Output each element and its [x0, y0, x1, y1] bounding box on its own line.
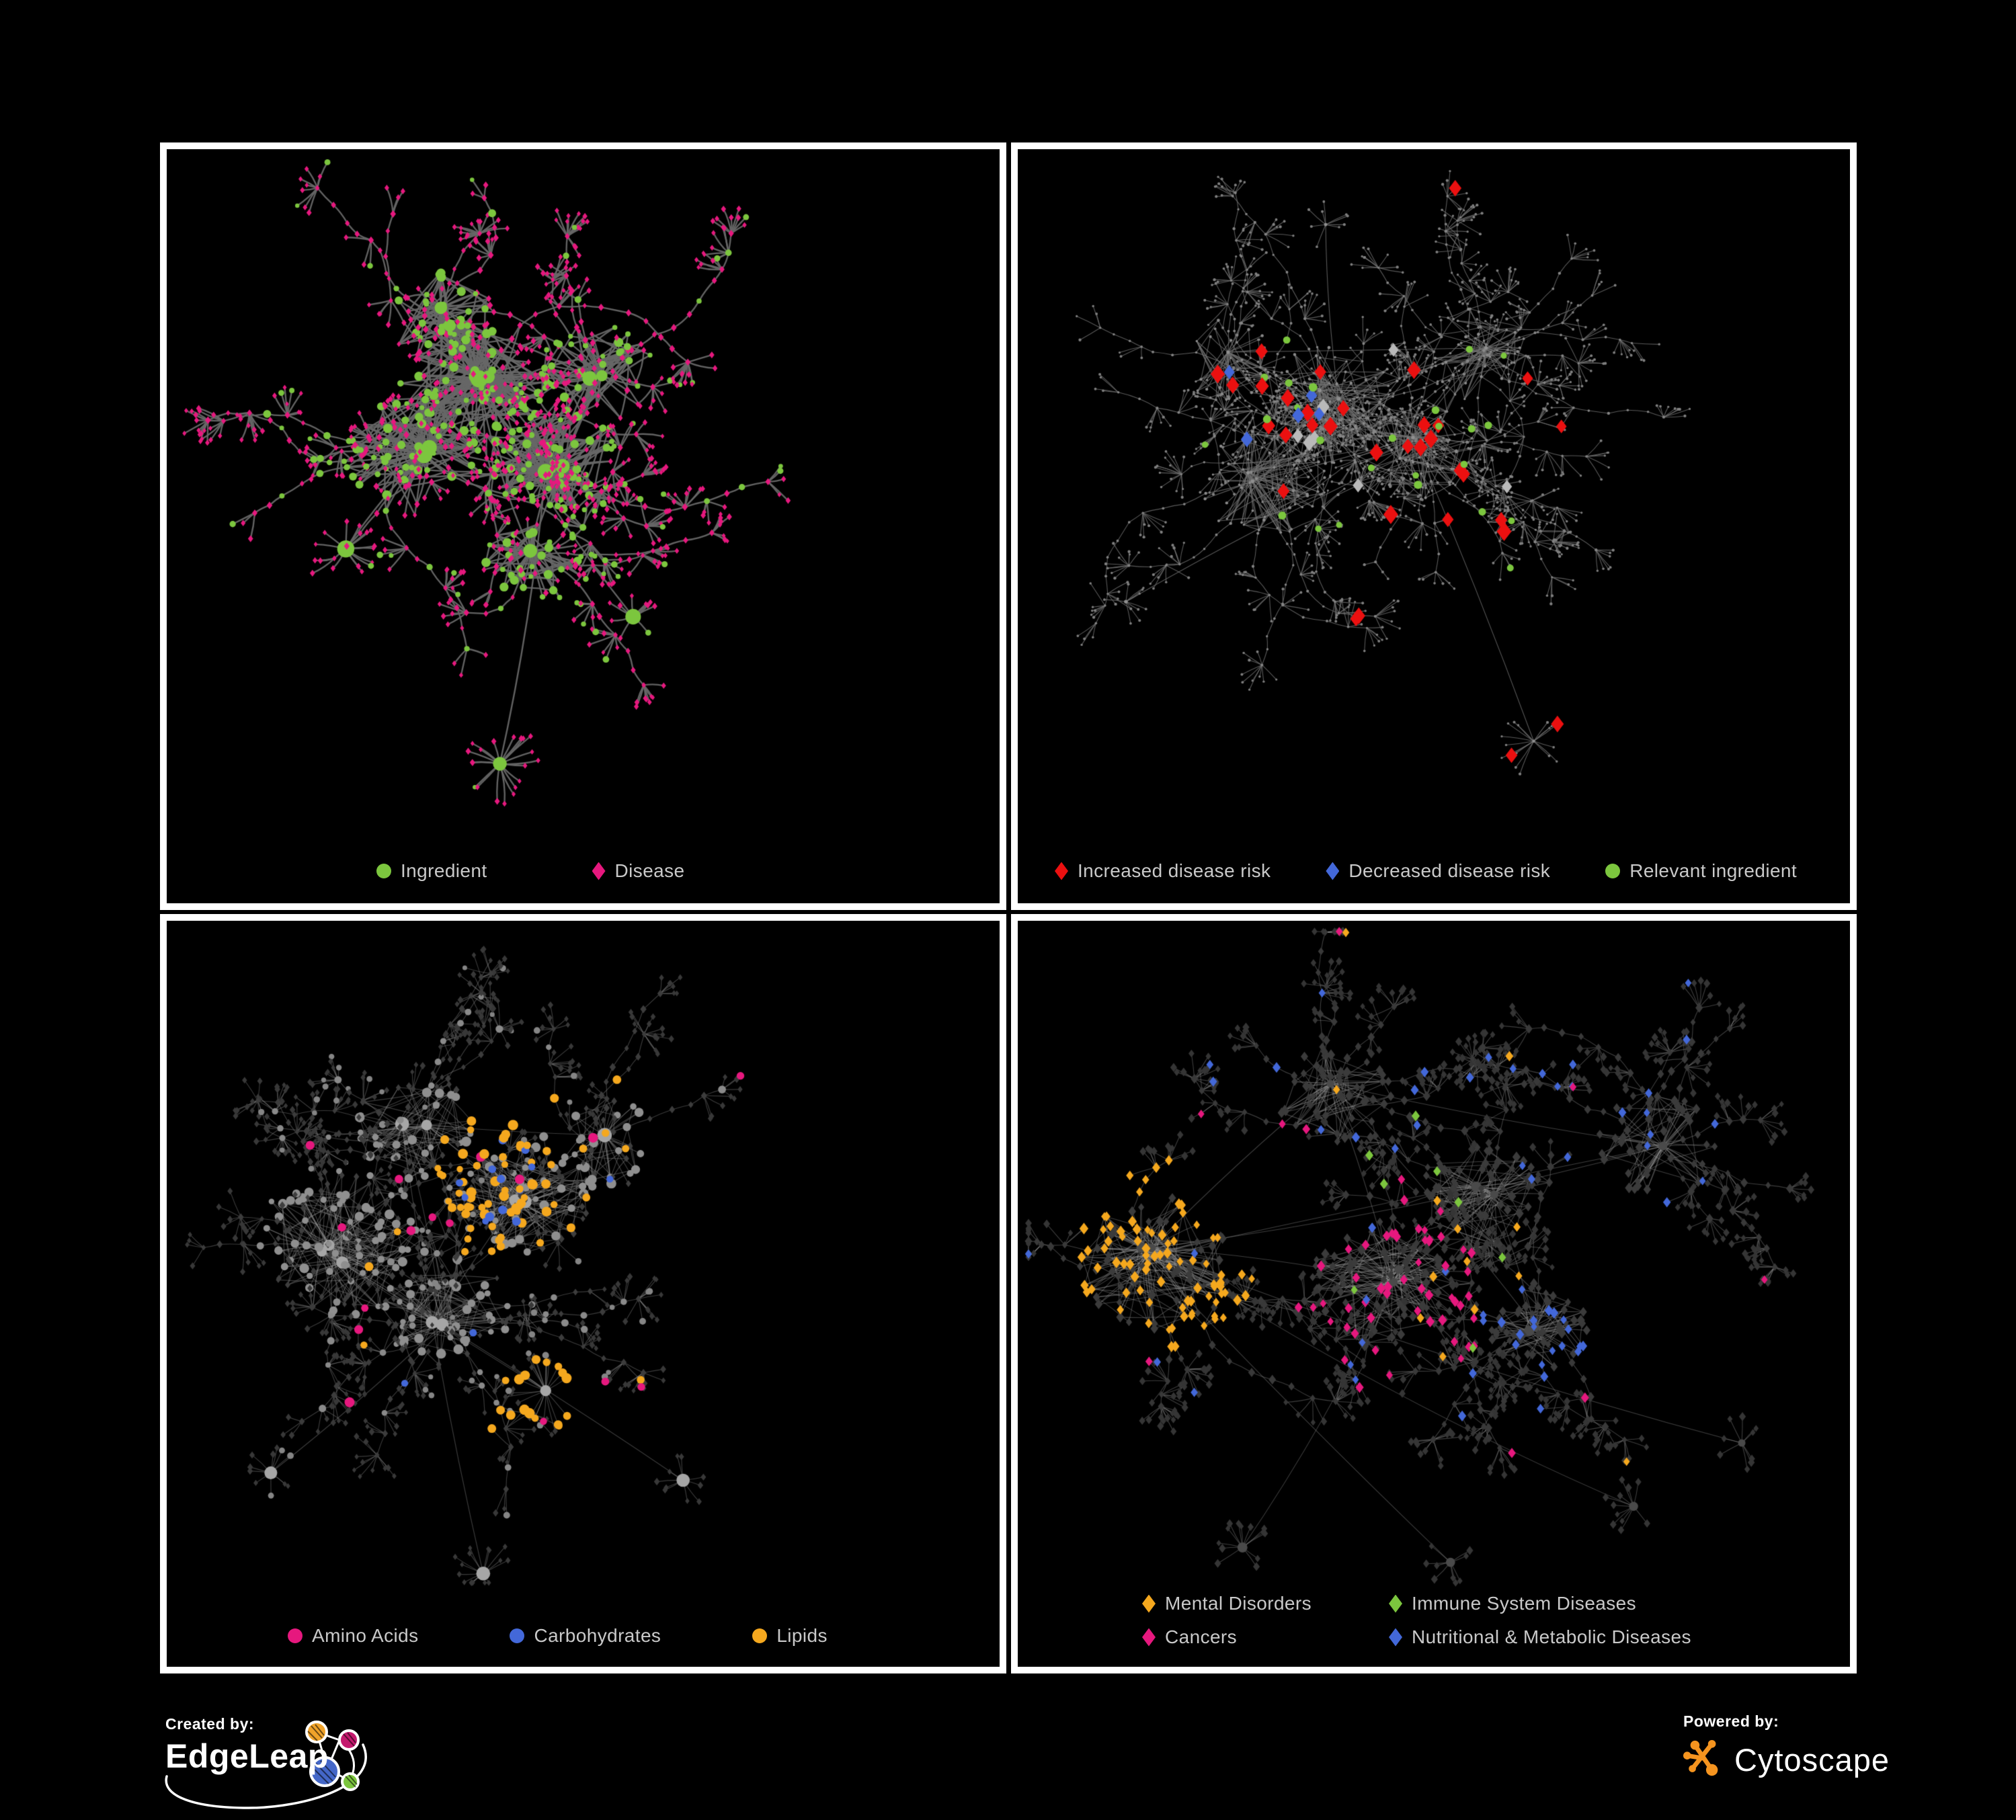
- network-canvas-disease-risk: [1018, 149, 1850, 903]
- amino-acids-circle-icon: [288, 1628, 303, 1643]
- legend-label-relevant-ingredient: Relevant ingredient: [1629, 860, 1798, 881]
- cytoscape-wordmark: Cytoscape: [1734, 1741, 1890, 1778]
- legend-label-cancers: Cancers: [1165, 1626, 1238, 1647]
- created-by-block: Created by: EdgeLeap: [165, 1715, 394, 1816]
- immune-system-diseases-diamond-icon: [1389, 1594, 1403, 1613]
- legend-item-decreased-risk: Decreased disease risk: [1326, 860, 1550, 882]
- cytoscape-logo-icon: [1683, 1739, 1718, 1776]
- legend-label-immune-system-diseases: Immune System Diseases: [1412, 1593, 1637, 1614]
- legend-disease-risk: Increased disease risk Decreased disease…: [1018, 860, 1850, 882]
- network-canvas-disease-categories: [1018, 921, 1850, 1667]
- legend-item-ingredient: Ingredient: [376, 860, 487, 882]
- legend-label-amino-acids: Amino Acids: [312, 1625, 419, 1646]
- carbohydrates-circle-icon: [510, 1628, 525, 1643]
- legend-item-immune-system-diseases: Immune System Diseases: [1389, 1593, 1691, 1614]
- legend-label-carbohydrates: Carbohydrates: [534, 1625, 661, 1646]
- legend-item-amino-acids: Amino Acids: [288, 1625, 418, 1647]
- powered-by-block: Powered by: Cytoscape: [1683, 1712, 1890, 1780]
- legend-label-increased-risk: Increased disease risk: [1078, 860, 1271, 881]
- legend-item-increased-risk: Increased disease risk: [1055, 860, 1271, 882]
- legend-ingredient-disease: Ingredient Disease: [167, 860, 1000, 882]
- legend-item-nutritional-metabolic-diseases: Nutritional & Metabolic Diseases: [1389, 1626, 1691, 1648]
- panel-disease-category-network: Mental Disorders Cancers Immune System D…: [1011, 914, 1857, 1673]
- mental-disorders-diamond-icon: [1142, 1594, 1156, 1613]
- legend-label-lipids: Lipids: [776, 1625, 828, 1646]
- decreased-risk-diamond-icon: [1326, 862, 1340, 880]
- legend-item-cancers: Cancers: [1142, 1626, 1312, 1648]
- disease-diamond-icon: [592, 862, 606, 880]
- edgeleap-wordmark: EdgeLeap: [165, 1737, 329, 1775]
- nutritional-metabolic-diseases-diamond-icon: [1389, 1628, 1403, 1647]
- legend-item-relevant-ingredient: Relevant ingredient: [1605, 860, 1797, 882]
- legend-item-disease: Disease: [592, 860, 685, 882]
- panel-ingredient-disease-network: Ingredient Disease: [160, 142, 1006, 910]
- legend-disease-categories: Mental Disorders Cancers Immune System D…: [1018, 1593, 1850, 1648]
- legend-label-decreased-risk: Decreased disease risk: [1348, 860, 1551, 881]
- legend-label-disease: Disease: [614, 860, 685, 881]
- lipids-circle-icon: [752, 1628, 768, 1643]
- created-by-label: Created by:: [165, 1715, 255, 1733]
- network-canvas-ingredient-disease: [167, 149, 1000, 903]
- powered-by-label: Powered by:: [1683, 1712, 1779, 1730]
- panel-nutrient-class-network: Amino Acids Carbohydrates Lipids: [160, 914, 1006, 1673]
- cancers-diamond-icon: [1142, 1628, 1156, 1647]
- panel-disease-risk-network: Increased disease risk Decreased disease…: [1011, 142, 1857, 910]
- legend-nutrient-classes: Amino Acids Carbohydrates Lipids: [167, 1625, 1000, 1647]
- relevant-ingredient-circle-icon: [1605, 864, 1621, 878]
- legend-label-nutritional-metabolic-diseases: Nutritional & Metabolic Diseases: [1412, 1626, 1691, 1647]
- ingredient-circle-icon: [376, 864, 391, 878]
- legend-item-carbohydrates: Carbohydrates: [510, 1625, 661, 1647]
- network-canvas-nutrient-classes: [167, 921, 1000, 1667]
- edgeleap-logo: [165, 1721, 367, 1809]
- legend-label-ingredient: Ingredient: [401, 860, 487, 881]
- legend-item-lipids: Lipids: [752, 1625, 828, 1647]
- legend-item-mental-disorders: Mental Disorders: [1142, 1593, 1312, 1614]
- increased-risk-diamond-icon: [1055, 862, 1068, 880]
- legend-label-mental-disorders: Mental Disorders: [1165, 1593, 1312, 1614]
